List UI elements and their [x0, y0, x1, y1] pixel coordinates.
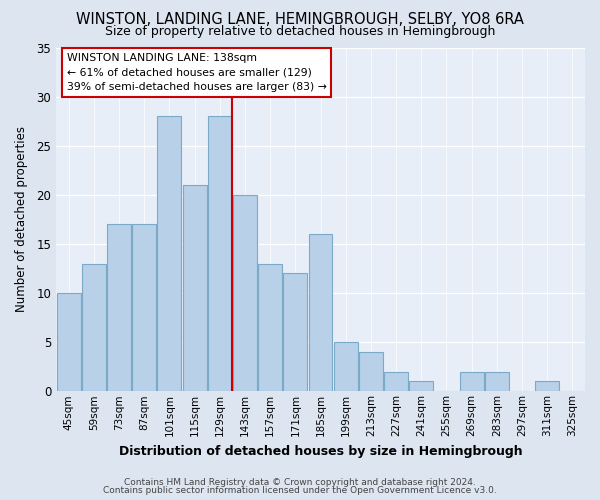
Text: WINSTON LANDING LANE: 138sqm
← 61% of detached houses are smaller (129)
39% of s: WINSTON LANDING LANE: 138sqm ← 61% of de…	[67, 52, 326, 92]
Bar	[233, 195, 257, 392]
Bar	[485, 372, 509, 392]
Y-axis label: Number of detached properties: Number of detached properties	[15, 126, 28, 312]
Bar	[157, 116, 181, 392]
Text: Contains public sector information licensed under the Open Government Licence v3: Contains public sector information licen…	[103, 486, 497, 495]
Bar	[384, 372, 408, 392]
Bar	[460, 372, 484, 392]
Bar	[182, 185, 206, 392]
Bar	[409, 382, 433, 392]
Bar	[107, 224, 131, 392]
Text: Contains HM Land Registry data © Crown copyright and database right 2024.: Contains HM Land Registry data © Crown c…	[124, 478, 476, 487]
Text: Size of property relative to detached houses in Hemingbrough: Size of property relative to detached ho…	[105, 25, 495, 38]
Bar	[208, 116, 232, 392]
Bar	[132, 224, 156, 392]
Bar	[82, 264, 106, 392]
Bar	[258, 264, 282, 392]
X-axis label: Distribution of detached houses by size in Hemingbrough: Distribution of detached houses by size …	[119, 444, 523, 458]
Bar	[308, 234, 332, 392]
Bar	[535, 382, 559, 392]
Bar	[56, 293, 80, 392]
Bar	[334, 342, 358, 392]
Text: WINSTON, LANDING LANE, HEMINGBROUGH, SELBY, YO8 6RA: WINSTON, LANDING LANE, HEMINGBROUGH, SEL…	[76, 12, 524, 28]
Bar	[283, 274, 307, 392]
Bar	[359, 352, 383, 392]
